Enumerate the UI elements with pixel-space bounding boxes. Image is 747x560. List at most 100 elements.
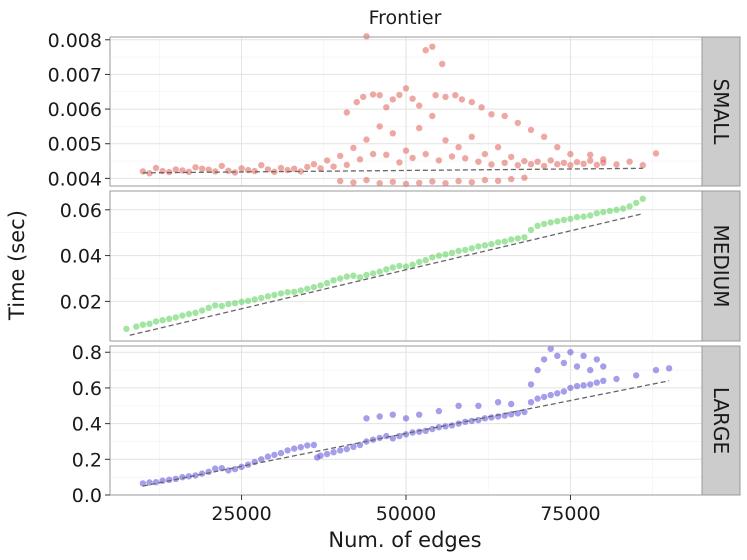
data-point (284, 166, 291, 174)
data-point (540, 162, 548, 170)
data-point (133, 323, 140, 330)
data-point (376, 268, 383, 275)
data-point (225, 167, 232, 174)
data-point (225, 300, 232, 308)
data-point (192, 309, 199, 316)
data-point (389, 435, 396, 442)
panel-small: 0.004 0.005 0.006 0.007 0.008 SMALL (48, 30, 741, 190)
data-point (360, 93, 367, 101)
y-tick-label: 0.0 (72, 485, 102, 507)
data-point (593, 210, 600, 217)
data-point (439, 60, 446, 68)
data-point (396, 262, 403, 270)
data-point (547, 157, 554, 164)
data-point (139, 321, 147, 328)
data-point (442, 251, 449, 258)
data-point (304, 163, 311, 171)
data-point (554, 144, 561, 151)
data-point (277, 290, 285, 297)
data-point (455, 177, 462, 185)
data-point (508, 175, 515, 183)
data-point (402, 415, 410, 422)
data-point (527, 161, 535, 168)
y-tick-label: 0.006 (48, 99, 102, 121)
data-point (198, 307, 206, 314)
data-point (291, 288, 298, 295)
data-point (468, 179, 475, 186)
data-point (540, 220, 548, 228)
data-point (442, 423, 449, 430)
data-point (455, 144, 462, 151)
data-point (429, 254, 436, 261)
y-tick-label: 0.004 (48, 168, 102, 190)
data-point (458, 96, 466, 103)
data-point (488, 414, 495, 421)
data-point (350, 179, 357, 186)
data-point (363, 176, 370, 184)
data-point (369, 91, 377, 98)
data-point (205, 304, 212, 311)
data-point (432, 92, 439, 99)
data-point (139, 168, 147, 175)
data-point (494, 144, 502, 151)
y-tick-label: 0.6 (72, 378, 102, 400)
data-point (297, 444, 304, 451)
data-point (567, 215, 574, 223)
data-point (297, 287, 304, 294)
data-point (402, 147, 410, 154)
data-point (560, 159, 568, 166)
data-point (527, 381, 535, 388)
data-point (580, 213, 587, 220)
y-tick-label: 0.06 (60, 200, 102, 222)
data-point (580, 382, 587, 389)
data-point (600, 156, 607, 163)
data-point (534, 366, 541, 374)
data-point (416, 124, 423, 132)
data-point (448, 153, 456, 160)
data-point (409, 154, 416, 162)
data-point (422, 257, 429, 264)
data-point (363, 415, 370, 422)
data-point (123, 325, 130, 333)
data-point (508, 400, 515, 408)
data-point (244, 297, 252, 305)
data-point (356, 274, 364, 281)
trend-line (142, 167, 643, 174)
panel-large: 0.0 0.2 0.4 0.6 0.8 LARGE (72, 342, 741, 507)
data-point (560, 388, 568, 395)
data-point (192, 472, 199, 479)
data-point (468, 98, 475, 106)
data-point (593, 356, 600, 363)
facet-label-medium: MEDIUM (709, 224, 733, 307)
data-point (152, 318, 160, 325)
data-point (619, 205, 627, 212)
data-point (310, 284, 318, 291)
data-point (396, 159, 403, 166)
data-point (508, 153, 515, 161)
data-point (652, 150, 660, 157)
data-point (422, 150, 429, 158)
data-point (376, 92, 383, 99)
y-tick-label: 0.4 (72, 414, 102, 436)
data-point (468, 245, 475, 252)
data-point (468, 417, 475, 425)
y-axis-title: Time (sec) (5, 210, 29, 321)
data-point (435, 157, 443, 164)
data-point (455, 402, 462, 409)
data-point (573, 213, 581, 221)
data-point (514, 235, 521, 242)
data-point (633, 199, 640, 207)
data-point (337, 152, 344, 160)
data-point (258, 456, 265, 463)
data-point (402, 431, 410, 438)
y-tick-label: 0.02 (60, 291, 102, 313)
data-point (218, 302, 225, 310)
data-point (317, 282, 324, 289)
data-point (323, 450, 331, 458)
data-point (613, 375, 620, 383)
data-point (238, 298, 245, 305)
data-point (264, 293, 272, 300)
data-point (376, 434, 383, 442)
data-point (560, 359, 568, 367)
y-tick-label: 0.005 (48, 134, 102, 156)
